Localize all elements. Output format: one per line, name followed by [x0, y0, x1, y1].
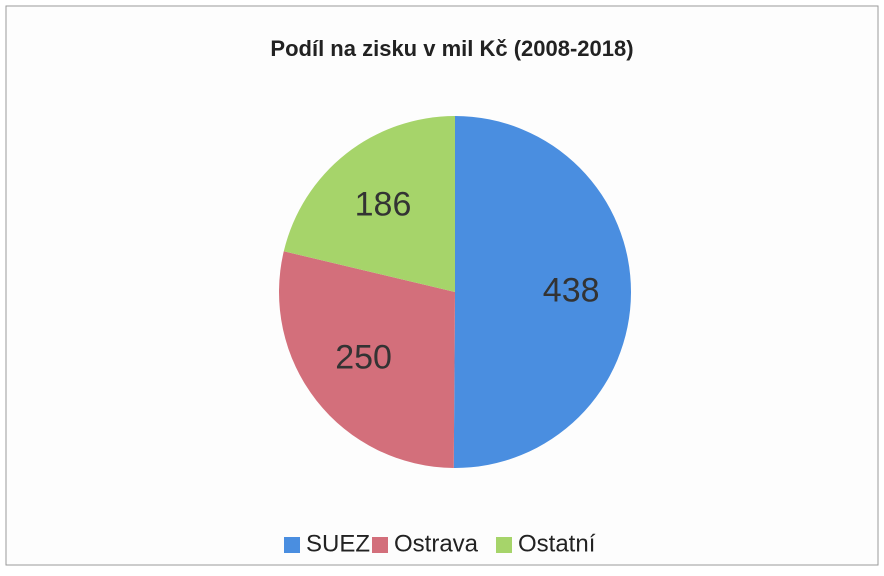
legend-swatch	[496, 537, 512, 553]
legend-label: Ostatní	[518, 530, 596, 557]
pie-slice	[279, 251, 455, 468]
data-label: 250	[335, 338, 392, 376]
data-label: 438	[543, 271, 600, 309]
chart-title: Podíl na zisku v mil Kč (2008-2018)	[270, 36, 633, 61]
data-label: 186	[355, 185, 412, 223]
legend-swatch	[372, 537, 388, 553]
legend-label: Ostrava	[394, 530, 479, 557]
pie-slice	[453, 116, 631, 468]
legend-label: SUEZ	[306, 530, 370, 557]
legend-swatch	[284, 537, 300, 553]
pie-slice	[283, 116, 455, 292]
